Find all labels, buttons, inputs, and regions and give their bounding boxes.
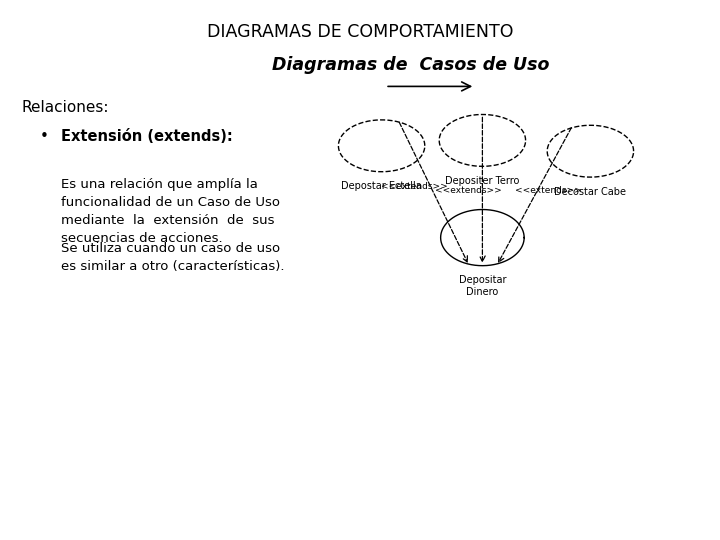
Text: DIAGRAMAS DE COMPORTAMIENTO: DIAGRAMAS DE COMPORTAMIENTO bbox=[207, 23, 513, 42]
Text: Es una relación que amplía la
funcionalidad de un Caso de Uso
mediante  la  exte: Es una relación que amplía la funcionali… bbox=[61, 178, 280, 245]
Text: Relaciones:: Relaciones: bbox=[22, 100, 109, 116]
Text: <<extends>>: <<extends>> bbox=[381, 182, 447, 191]
Text: Decostar Cabe: Decostar Cabe bbox=[554, 187, 626, 197]
Text: •: • bbox=[40, 129, 48, 144]
Text: Depostar Ectella: Depostar Ectella bbox=[341, 181, 422, 192]
Text: Diagramas de  Casos de Uso: Diagramas de Casos de Uso bbox=[271, 56, 549, 74]
Text: <<extends>>: <<extends>> bbox=[435, 186, 501, 195]
Text: <<extends>>: <<extends>> bbox=[516, 186, 582, 194]
Text: Depositar
Dinero: Depositar Dinero bbox=[459, 275, 506, 297]
Text: Se utiliza cuando un caso de uso
es similar a otro (características).: Se utiliza cuando un caso de uso es simi… bbox=[61, 242, 284, 273]
Text: Depositer Terro: Depositer Terro bbox=[445, 176, 520, 186]
Text: Extensión (extends):: Extensión (extends): bbox=[61, 129, 233, 144]
